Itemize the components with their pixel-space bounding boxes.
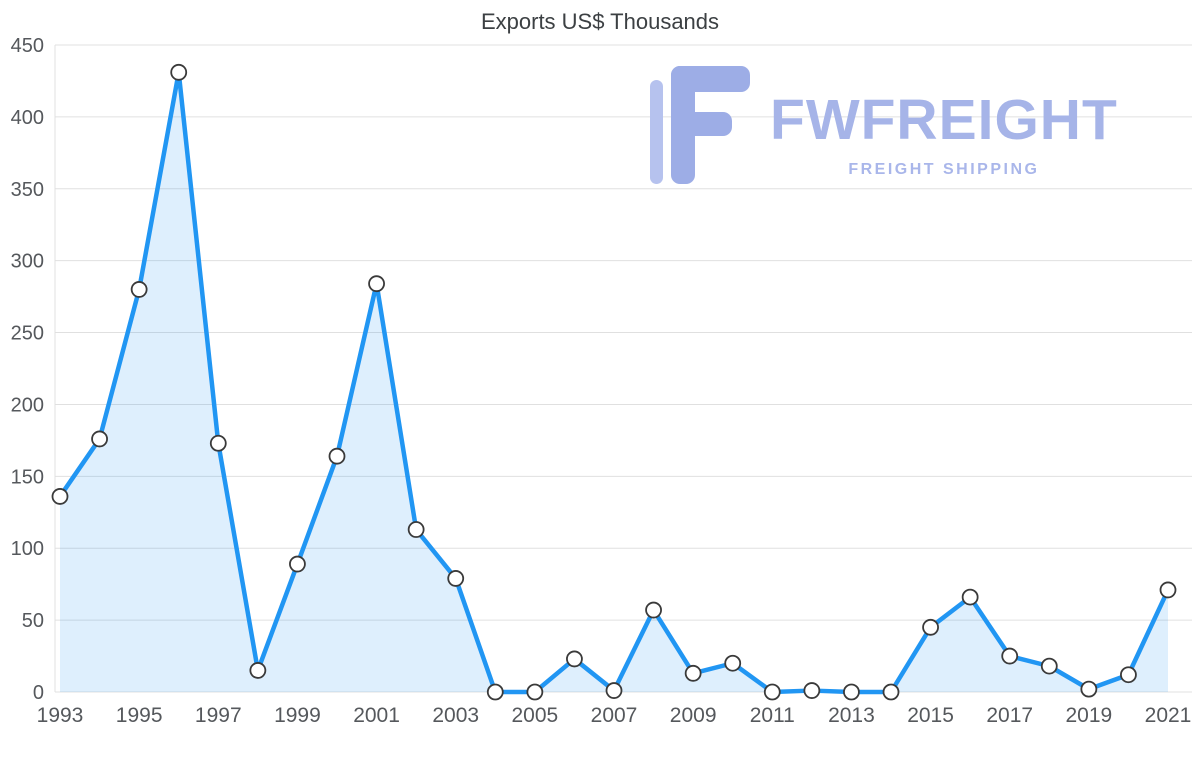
data-point bbox=[922, 618, 939, 636]
x-tick-label: 2013 bbox=[828, 704, 875, 727]
data-point bbox=[1159, 581, 1177, 599]
data-point bbox=[882, 683, 900, 701]
x-tick-label: 2021 bbox=[1145, 704, 1192, 727]
x-tick-label: 1993 bbox=[37, 704, 84, 727]
data-point bbox=[605, 682, 623, 699]
data-point bbox=[407, 521, 425, 538]
logo-text: FWFREIGHT FREIGHT SHIPPING bbox=[770, 66, 1118, 179]
data-point bbox=[51, 488, 69, 505]
data-point bbox=[526, 683, 544, 701]
data-point bbox=[803, 682, 821, 699]
x-tick-label: 2011 bbox=[750, 704, 795, 727]
x-tick-label: 2007 bbox=[591, 704, 638, 727]
data-point bbox=[1040, 657, 1058, 675]
data-point bbox=[209, 434, 227, 452]
data-point bbox=[170, 63, 188, 81]
data-point bbox=[130, 281, 148, 298]
data-point bbox=[763, 683, 781, 701]
logo-tagline: FREIGHT SHIPPING bbox=[848, 161, 1040, 178]
y-tick-label: 50 bbox=[22, 610, 44, 632]
logo-f-icon bbox=[650, 66, 750, 184]
data-point bbox=[1080, 680, 1098, 698]
logo-name: FWFREIGHT bbox=[770, 88, 1118, 152]
y-tick-label: 150 bbox=[11, 466, 44, 488]
x-tick-label: 1997 bbox=[195, 704, 242, 727]
x-tick-label: 2003 bbox=[432, 704, 479, 727]
x-tick-label: 2009 bbox=[670, 704, 717, 727]
data-point bbox=[1120, 666, 1137, 684]
data-point bbox=[724, 654, 742, 672]
chart-title: Exports US$ Thousands bbox=[480, 9, 720, 34]
x-tick-label: 2017 bbox=[986, 704, 1033, 727]
y-tick-label: 100 bbox=[11, 538, 44, 560]
area-fill bbox=[60, 72, 1168, 693]
data-point bbox=[1001, 647, 1019, 665]
x-tick-label: 2015 bbox=[907, 704, 954, 727]
x-tick-label: 2019 bbox=[1065, 704, 1112, 727]
data-point bbox=[289, 555, 306, 573]
x-tick-label: 1995 bbox=[116, 704, 163, 727]
y-tick-label: 200 bbox=[11, 394, 44, 416]
data-point bbox=[566, 650, 583, 668]
data-point bbox=[684, 664, 702, 682]
data-point bbox=[447, 570, 465, 587]
data-point bbox=[368, 275, 385, 293]
x-tick-label: 2005 bbox=[511, 704, 558, 727]
x-tick-label: 2001 bbox=[353, 704, 400, 727]
y-tick-label: 450 bbox=[11, 35, 44, 57]
data-point bbox=[645, 601, 662, 619]
data-point bbox=[91, 430, 108, 448]
y-tick-label: 250 bbox=[11, 323, 44, 345]
x-tick-label: 1999 bbox=[274, 704, 321, 727]
data-point bbox=[328, 447, 346, 465]
data-point bbox=[249, 662, 267, 679]
y-tick-label: 0 bbox=[33, 682, 44, 704]
y-tick-label: 300 bbox=[11, 251, 44, 273]
logo-watermark: FWFREIGHT FREIGHT SHIPPING bbox=[650, 66, 1118, 186]
y-tick-label: 350 bbox=[11, 179, 44, 201]
data-point bbox=[486, 683, 504, 701]
data-point bbox=[961, 588, 979, 606]
y-tick-label: 400 bbox=[11, 107, 44, 129]
data-point bbox=[843, 683, 860, 701]
